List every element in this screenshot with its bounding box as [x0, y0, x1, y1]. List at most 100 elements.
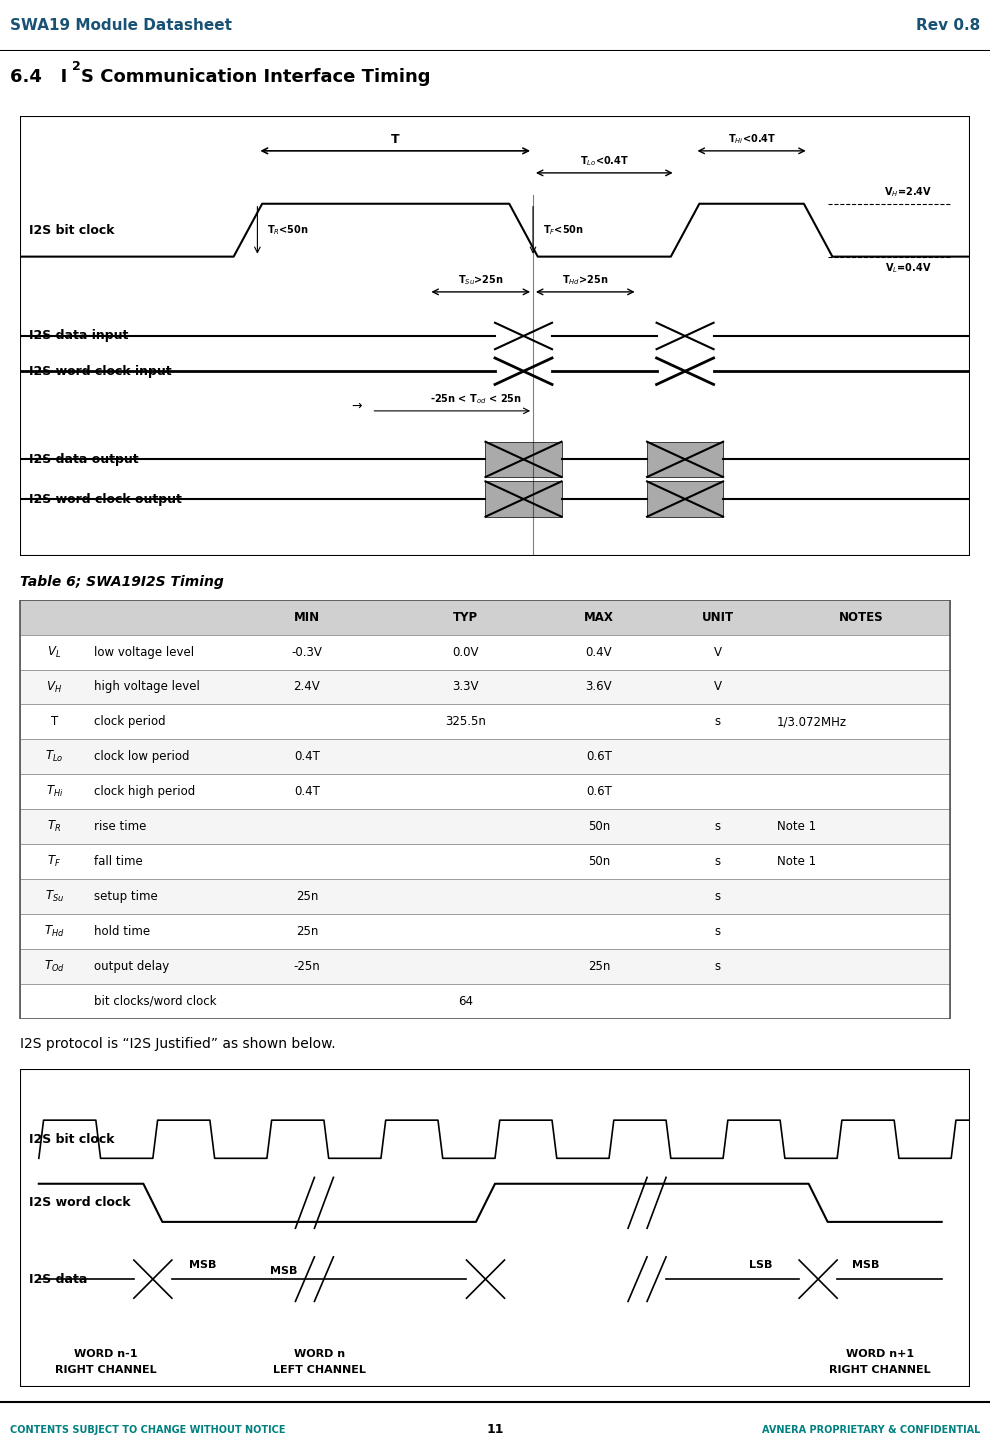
Text: T: T: [50, 715, 58, 728]
Text: WORD n: WORD n: [294, 1350, 345, 1360]
Bar: [20, 984, 950, 1019]
Text: 0.6T: 0.6T: [586, 750, 612, 763]
Text: s: s: [715, 890, 721, 903]
Text: I2S data: I2S data: [30, 1273, 88, 1286]
Text: I2S word clock: I2S word clock: [30, 1196, 131, 1209]
Text: -25n: -25n: [293, 959, 321, 972]
Text: rise time: rise time: [94, 821, 147, 834]
Bar: [20, 775, 950, 809]
Bar: [20, 705, 950, 740]
Text: MIN: MIN: [294, 611, 320, 624]
Text: MSB: MSB: [189, 1260, 217, 1270]
Text: clock period: clock period: [94, 715, 165, 728]
Text: LSB: LSB: [749, 1260, 773, 1270]
Text: Rev 0.8: Rev 0.8: [916, 17, 980, 33]
Text: 64: 64: [457, 994, 473, 1007]
Text: AVNERA PROPRIETARY & CONFIDENTIAL: AVNERA PROPRIETARY & CONFIDENTIAL: [761, 1425, 980, 1435]
Text: fall time: fall time: [94, 855, 143, 868]
Text: LEFT CHANNEL: LEFT CHANNEL: [272, 1366, 365, 1376]
Text: NOTES: NOTES: [839, 611, 884, 624]
Bar: [20, 915, 950, 949]
Text: $V_H$: $V_H$: [47, 679, 62, 695]
Text: Note 1: Note 1: [777, 821, 817, 834]
Text: T$_{Hd}$>25n: T$_{Hd}$>25n: [562, 273, 609, 288]
Text: s: s: [715, 959, 721, 972]
Text: high voltage level: high voltage level: [94, 681, 200, 694]
Text: I2S data input: I2S data input: [30, 329, 129, 342]
Bar: [20, 879, 950, 915]
Text: I2S data output: I2S data output: [30, 452, 139, 465]
Text: $T_F$: $T_F$: [48, 854, 61, 868]
Text: bit clocks/word clock: bit clocks/word clock: [94, 994, 217, 1007]
Text: WORD n+1: WORD n+1: [845, 1350, 914, 1360]
Polygon shape: [647, 481, 723, 517]
Text: SWA19 Module Datasheet: SWA19 Module Datasheet: [10, 17, 232, 33]
Text: I2S bit clock: I2S bit clock: [30, 224, 115, 237]
Text: CONTENTS SUBJECT TO CHANGE WITHOUT NOTICE: CONTENTS SUBJECT TO CHANGE WITHOUT NOTIC…: [10, 1425, 285, 1435]
Polygon shape: [485, 481, 561, 517]
Text: Table 6; SWA19I2S Timing: Table 6; SWA19I2S Timing: [20, 575, 224, 588]
Text: 50n: 50n: [588, 855, 610, 868]
Text: T: T: [391, 133, 400, 146]
Text: →: →: [351, 400, 362, 413]
Text: T$_{Lo}$<0.4T: T$_{Lo}$<0.4T: [580, 155, 629, 169]
Text: hold time: hold time: [94, 925, 150, 938]
Text: Note 1: Note 1: [777, 855, 817, 868]
Text: output delay: output delay: [94, 959, 169, 972]
Text: MSB: MSB: [270, 1266, 298, 1276]
Text: MSB: MSB: [852, 1260, 879, 1270]
Text: V$_L$=0.4V: V$_L$=0.4V: [885, 262, 933, 275]
Text: s: s: [715, 821, 721, 834]
Text: $T_{Hi}$: $T_{Hi}$: [46, 785, 63, 799]
Text: 3.6V: 3.6V: [586, 681, 612, 694]
Text: $T_{Od}$: $T_{Od}$: [44, 959, 65, 974]
Bar: [20, 740, 950, 775]
Text: 11: 11: [486, 1423, 504, 1436]
Text: I2S word clock input: I2S word clock input: [30, 364, 172, 377]
Text: 6.4   I: 6.4 I: [10, 68, 67, 87]
Text: 0.4T: 0.4T: [294, 785, 320, 798]
Text: s: s: [715, 925, 721, 938]
Text: T$_R$<50n: T$_R$<50n: [267, 224, 309, 237]
Polygon shape: [647, 442, 723, 477]
Text: 325.5n: 325.5n: [445, 715, 486, 728]
Text: s: s: [715, 855, 721, 868]
Text: V: V: [714, 646, 722, 659]
Text: $T_R$: $T_R$: [48, 819, 61, 834]
Text: MAX: MAX: [584, 611, 614, 624]
Text: 0.4T: 0.4T: [294, 750, 320, 763]
Text: 25n: 25n: [296, 890, 318, 903]
Text: 3.3V: 3.3V: [452, 681, 478, 694]
Text: V: V: [714, 681, 722, 694]
Bar: [20, 809, 950, 844]
Text: TYP: TYP: [452, 611, 478, 624]
Text: 2.4V: 2.4V: [293, 681, 321, 694]
Text: 25n: 25n: [588, 959, 610, 972]
Text: T$_{Su}$>25n: T$_{Su}$>25n: [458, 273, 504, 288]
Text: I2S word clock output: I2S word clock output: [30, 493, 182, 506]
Bar: [20, 844, 950, 879]
Text: 1/3.072MHz: 1/3.072MHz: [777, 715, 847, 728]
Bar: [20, 669, 950, 705]
Text: s: s: [715, 715, 721, 728]
Text: 0.6T: 0.6T: [586, 785, 612, 798]
Bar: [20, 600, 950, 634]
Text: RIGHT CHANNEL: RIGHT CHANNEL: [54, 1366, 156, 1376]
Bar: [20, 634, 950, 669]
Text: clock high period: clock high period: [94, 785, 195, 798]
Text: setup time: setup time: [94, 890, 157, 903]
Text: 50n: 50n: [588, 821, 610, 834]
Text: T$_{Hi}$<0.4T: T$_{Hi}$<0.4T: [728, 133, 776, 146]
Text: T$_F$<50n: T$_F$<50n: [543, 224, 583, 237]
Polygon shape: [485, 442, 561, 477]
Text: 25n: 25n: [296, 925, 318, 938]
Text: low voltage level: low voltage level: [94, 646, 194, 659]
Text: 2: 2: [72, 61, 81, 74]
Text: clock low period: clock low period: [94, 750, 189, 763]
Text: 0.0V: 0.0V: [452, 646, 478, 659]
Text: RIGHT CHANNEL: RIGHT CHANNEL: [829, 1366, 931, 1376]
Text: V$_H$=2.4V: V$_H$=2.4V: [884, 185, 933, 199]
Text: UNIT: UNIT: [702, 611, 734, 624]
Text: $V_L$: $V_L$: [48, 644, 61, 659]
Text: -25n < T$_{od}$ < 25n: -25n < T$_{od}$ < 25n: [430, 393, 522, 406]
